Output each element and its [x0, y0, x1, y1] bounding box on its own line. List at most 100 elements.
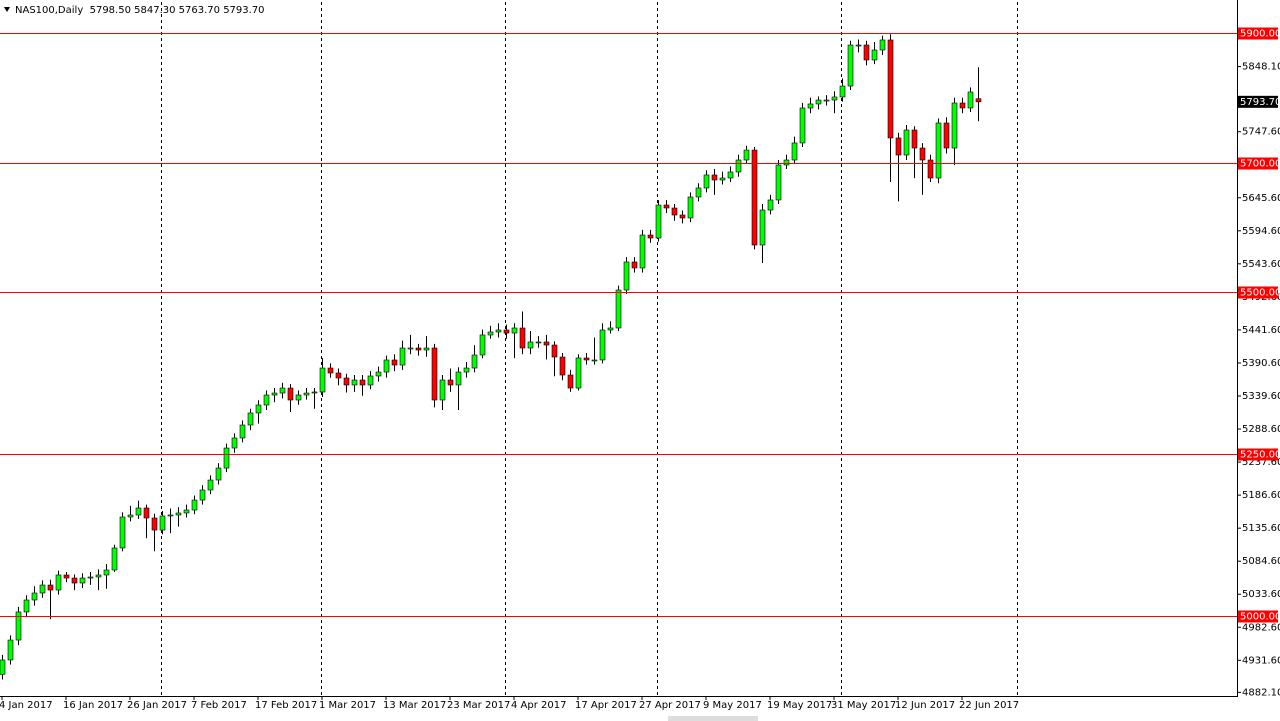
candle-body [15, 611, 22, 641]
separators [161, 2, 1018, 696]
scroll-tab [668, 716, 758, 721]
candle-body [703, 174, 710, 189]
candle-body [543, 341, 550, 346]
x-tick-label: 22 Jun 2017 [959, 700, 1019, 711]
candle-body [503, 329, 510, 334]
candle-body [919, 147, 926, 161]
x-tick-label: 9 May 2017 [703, 700, 762, 711]
candle-body [223, 447, 230, 469]
x-tick-label: 31 May 2017 [831, 700, 896, 711]
candle-body [575, 357, 582, 389]
candle-body [799, 107, 806, 144]
candle-body [759, 209, 766, 246]
level-label: 5000.00 [1240, 612, 1280, 623]
price-label: 5793.70 [1240, 97, 1280, 108]
level-tag [1238, 610, 1278, 623]
x-tick-label: 19 May 2017 [767, 700, 832, 711]
price-tag [1238, 95, 1278, 108]
candle-body [79, 577, 86, 584]
candle-body [743, 149, 750, 161]
candle-body [63, 574, 70, 579]
x-tick-label: 27 Apr 2017 [639, 700, 701, 711]
candle-body [135, 507, 142, 516]
candle-body [359, 379, 366, 386]
candle-body [679, 214, 686, 219]
candle-body [71, 577, 78, 584]
x-tick-label: 17 Feb 2017 [255, 700, 317, 711]
candle-body [959, 102, 966, 109]
x-tick-label: 1 Mar 2017 [319, 700, 376, 711]
candle-body [727, 171, 734, 179]
candle-body [335, 372, 342, 379]
candle-body [455, 371, 462, 386]
chart-title: NAS100,Daily 5798.50 5847.30 5763.70 579… [15, 5, 265, 16]
y-tick-label: 4982.60 [1242, 622, 1280, 633]
candle-body [375, 371, 382, 377]
candle-body [559, 356, 566, 376]
candle-body [511, 327, 518, 334]
level-label: 5900.00 [1240, 29, 1280, 40]
candle-body [551, 344, 558, 358]
candle-body [463, 367, 470, 373]
candle-body [655, 204, 662, 239]
menu-arrow [4, 7, 10, 12]
candle-body [591, 359, 598, 362]
candle-body [863, 44, 870, 61]
x-tick-label: 26 Jan 2017 [127, 700, 187, 711]
candle-body [663, 204, 670, 209]
y-tick-label: 5339.60 [1242, 391, 1280, 402]
candle-body [327, 367, 334, 374]
candle-body [111, 547, 118, 571]
candle-body [471, 354, 478, 369]
level-tag [1238, 448, 1278, 461]
candle-body [695, 187, 702, 198]
x-tick-label: 13 Mar 2017 [383, 700, 446, 711]
candle-body [103, 569, 110, 576]
candle-body [567, 374, 574, 389]
candle-body [831, 96, 838, 101]
y-tick-label: 5237.60 [1242, 457, 1280, 468]
candle-body [911, 129, 918, 149]
candle-body [159, 515, 166, 531]
level-label: 5700.00 [1240, 159, 1280, 170]
candle-body [7, 639, 14, 661]
candle-body [807, 103, 814, 109]
candle-body [847, 44, 854, 87]
candle-body [519, 327, 526, 349]
candle-body [95, 574, 102, 578]
candle-body [423, 347, 430, 351]
candle-body [47, 584, 54, 591]
candle-body [399, 347, 406, 366]
candle-body [479, 334, 486, 356]
y-tick-label: 5033.60 [1242, 589, 1280, 600]
candle-body [431, 347, 438, 401]
y-tick-label: 5848.10 [1242, 62, 1280, 73]
y-tick-label: 5390.60 [1242, 358, 1280, 369]
candle-body [671, 207, 678, 216]
candle-body [535, 341, 542, 344]
candle-body [247, 412, 254, 426]
candle-body [271, 392, 278, 396]
candle-body [887, 39, 894, 139]
x-tick-label: 7 Feb 2017 [191, 700, 247, 711]
x-tick-label: 4 Jan 2017 [0, 700, 53, 711]
candle-body [943, 122, 950, 149]
candle-body [87, 576, 94, 579]
candle-body [207, 479, 214, 491]
candle-body [391, 359, 398, 366]
y-tick-label: 5645.60 [1242, 193, 1280, 204]
candle-body [615, 289, 622, 329]
candle-body [855, 44, 862, 47]
candle-body [255, 404, 262, 414]
candle-body [583, 357, 590, 361]
y-tick-label: 5084.60 [1242, 556, 1280, 567]
level-tag [1238, 157, 1278, 170]
candle-body [719, 177, 726, 181]
candle-body [751, 149, 758, 246]
candle-body [367, 375, 374, 386]
candle-body [791, 142, 798, 161]
candle-body [647, 234, 654, 239]
level-tag [1238, 27, 1278, 40]
candle-body [343, 377, 350, 386]
